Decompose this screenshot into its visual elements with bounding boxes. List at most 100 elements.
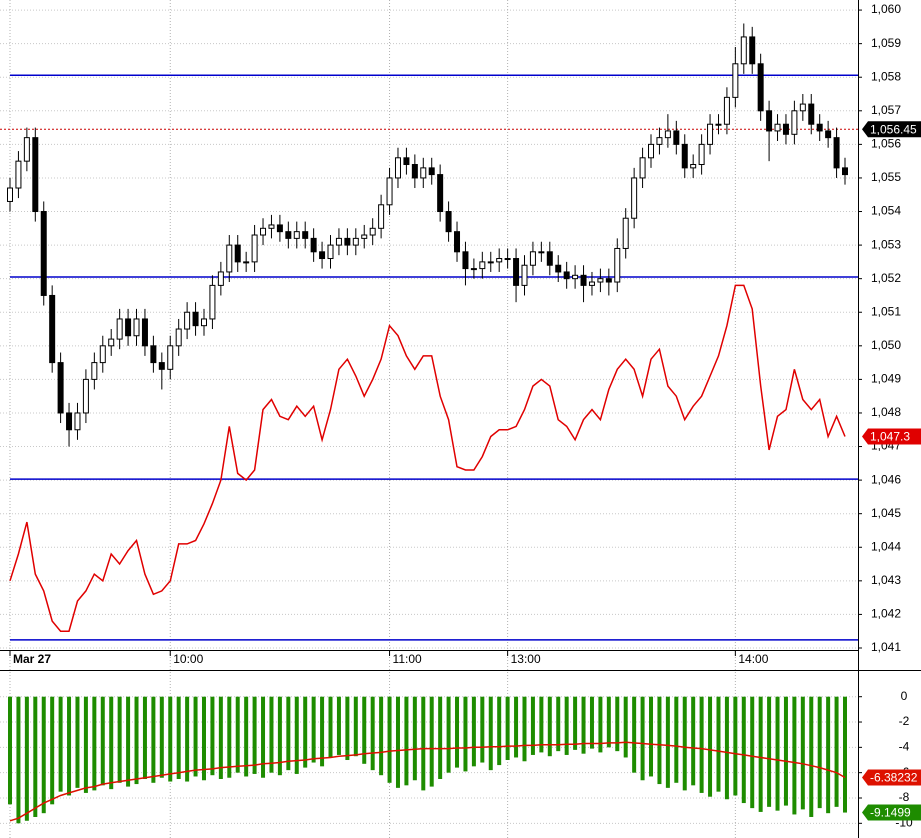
- bar: [404, 696, 409, 786]
- candle-body: [825, 130, 832, 139]
- y-tick-label: 1,060: [871, 2, 901, 16]
- bar: [514, 696, 519, 758]
- candle-body: [310, 237, 317, 253]
- candle-body: [529, 251, 536, 266]
- bar: [353, 696, 358, 757]
- bar: [168, 696, 173, 782]
- y-tick-label: 1,055: [871, 170, 901, 184]
- y-tick-label: 1,058: [871, 69, 901, 83]
- candle-body: [420, 167, 427, 179]
- candle-body: [597, 278, 604, 283]
- candle-body: [394, 157, 401, 179]
- candle-body: [715, 123, 722, 126]
- candle-body: [133, 318, 140, 337]
- bar: [142, 696, 147, 779]
- candle-body: [66, 412, 73, 431]
- bar: [286, 696, 291, 771]
- bar: [320, 696, 325, 767]
- y-tick-label: -4: [899, 740, 910, 754]
- bar: [8, 696, 12, 805]
- bar: [24, 696, 29, 821]
- candle-body: [639, 157, 646, 179]
- candle-body: [487, 261, 494, 264]
- candle-body: [167, 345, 174, 370]
- candle-body: [40, 211, 47, 296]
- candle-body: [327, 244, 334, 260]
- y-tick-label: -2: [899, 714, 910, 728]
- candle-body: [361, 234, 368, 239]
- y-tick-label: 1,053: [871, 237, 901, 251]
- value-tag-label: 1,056.45: [870, 122, 917, 136]
- candle-body: [496, 258, 503, 263]
- candle-body: [791, 110, 798, 135]
- bar: [336, 696, 341, 755]
- bar: [598, 696, 603, 753]
- candle-body: [782, 123, 789, 135]
- value-tag: [862, 769, 921, 786]
- bar: [455, 696, 460, 768]
- candle-body: [386, 177, 393, 206]
- candle-body: [243, 261, 250, 264]
- candle-body: [614, 247, 621, 283]
- bar: [632, 696, 637, 773]
- x-tick-label: 13:00: [511, 652, 541, 666]
- candle-body: [74, 412, 81, 431]
- candle-body: [319, 251, 326, 260]
- bar: [261, 696, 266, 778]
- bar: [429, 696, 434, 787]
- bar: [826, 696, 831, 814]
- bar: [235, 696, 240, 773]
- bar: [640, 696, 645, 781]
- y-tick-label: 1,056: [871, 137, 901, 151]
- bar: [379, 696, 384, 776]
- candle-body: [158, 362, 165, 370]
- y-tick-label: 1,046: [871, 472, 901, 486]
- candle-body: [513, 258, 520, 286]
- bar: [623, 696, 628, 758]
- candle-body: [546, 251, 553, 266]
- candle-body: [757, 63, 764, 112]
- bar: [665, 696, 670, 788]
- candle-body: [302, 231, 309, 239]
- bar: [303, 696, 308, 768]
- indicator-line: [9, 741, 846, 822]
- candle-body: [707, 123, 714, 145]
- y-tick-label: 1,052: [871, 271, 901, 285]
- candle-body: [57, 362, 64, 414]
- candle-body: [32, 137, 39, 213]
- candle-body: [192, 311, 199, 327]
- y-tick-label: 0: [901, 689, 908, 703]
- bar: [674, 696, 679, 783]
- bar: [67, 696, 72, 796]
- bar: [201, 696, 206, 781]
- candle-body: [454, 231, 461, 253]
- bar: [708, 696, 713, 797]
- bar: [539, 696, 544, 753]
- candle-body: [605, 278, 612, 283]
- y-tick-label: 1,044: [871, 539, 901, 553]
- bar: [176, 696, 181, 779]
- y-tick-label: 1,050: [871, 338, 901, 352]
- y-tick-label: 1,059: [871, 36, 901, 50]
- candle-body: [732, 63, 739, 98]
- bar: [547, 696, 552, 757]
- candle-body: [116, 318, 123, 340]
- candle-body: [91, 362, 98, 380]
- candle-body: [141, 318, 148, 347]
- candle-body: [209, 284, 216, 320]
- candle-body: [175, 328, 182, 347]
- candle-body: [648, 143, 655, 159]
- bar: [75, 696, 80, 788]
- candle-body: [521, 264, 528, 286]
- bar: [471, 696, 476, 767]
- bar: [767, 696, 772, 807]
- candle-body: [740, 36, 747, 65]
- candle-body: [504, 258, 511, 261]
- candle-body: [285, 231, 292, 239]
- candle-body: [260, 227, 267, 236]
- value-tag: [862, 804, 921, 821]
- candle-body: [681, 143, 688, 169]
- candle-body: [656, 137, 663, 145]
- value-tag-label: -6.38232: [870, 771, 918, 785]
